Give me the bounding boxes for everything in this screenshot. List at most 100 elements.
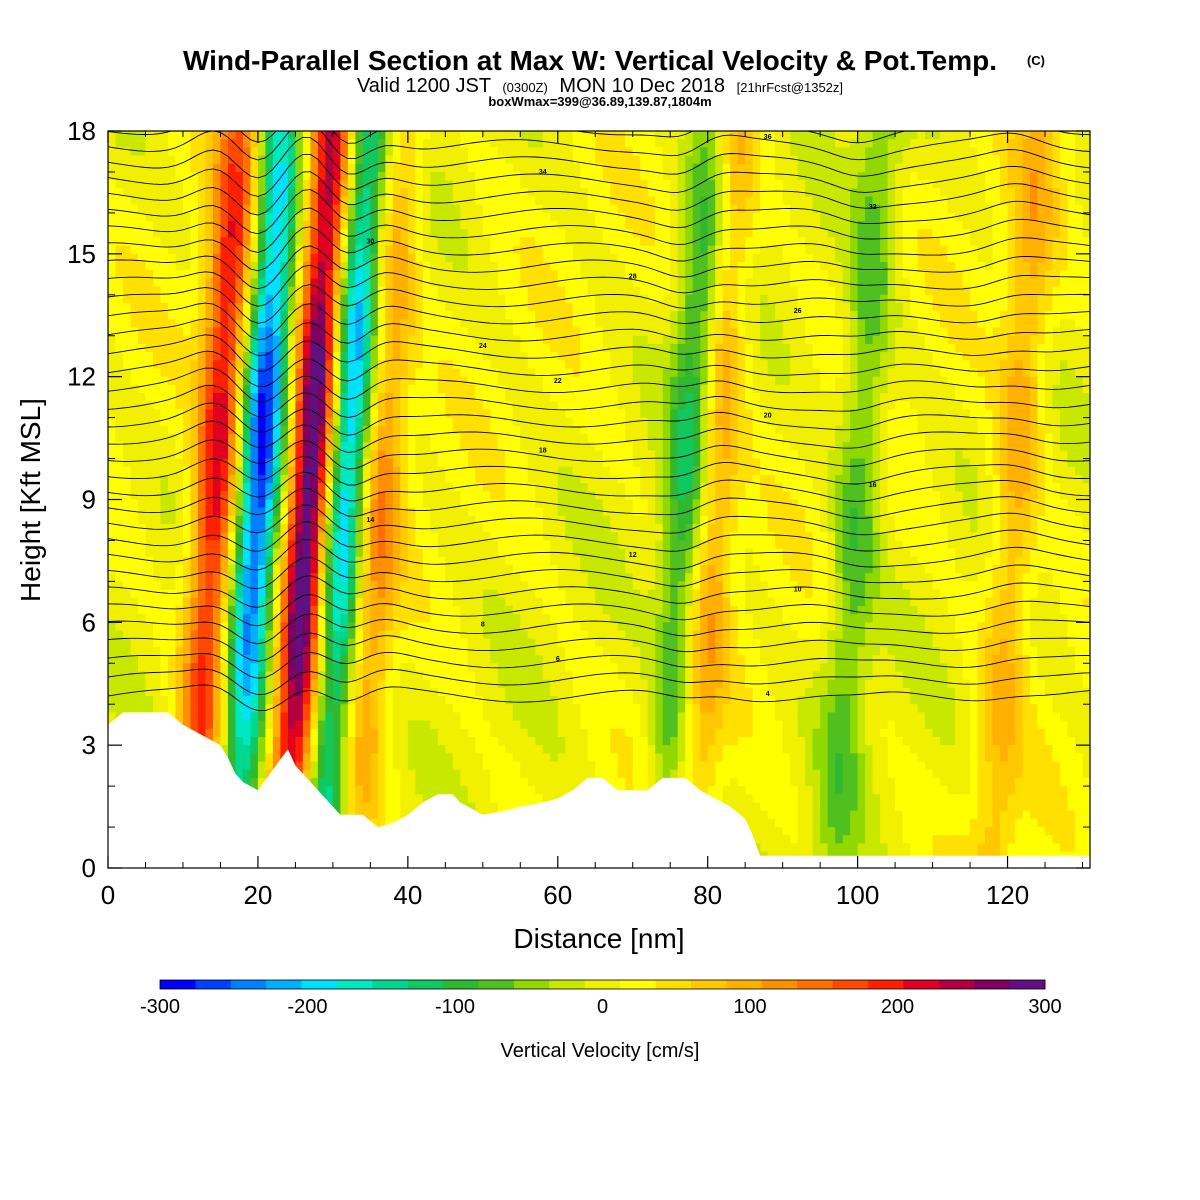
w-cell (257, 229, 267, 239)
w-cell (377, 327, 386, 337)
w-cell (737, 433, 746, 443)
w-cell (280, 139, 289, 148)
w-cell (602, 278, 611, 288)
w-cell (325, 294, 334, 304)
w-cell (932, 352, 941, 361)
w-cell (302, 433, 311, 443)
w-cell (730, 327, 739, 337)
w-cell (160, 368, 169, 378)
w-cell (917, 262, 926, 271)
w-cell (812, 278, 821, 288)
w-cell (520, 229, 529, 239)
w-cell (377, 155, 386, 165)
w-cell (700, 319, 709, 329)
w-cell (587, 376, 596, 386)
w-cell (137, 311, 147, 320)
w-cell (415, 270, 424, 279)
w-cell (122, 425, 132, 435)
w-cell (865, 253, 874, 263)
w-cell (985, 286, 994, 296)
w-cell (1007, 368, 1016, 378)
w-cell (1030, 286, 1039, 296)
w-cell (122, 245, 132, 255)
w-cell (235, 393, 244, 402)
w-cell (595, 237, 604, 247)
w-cell (280, 171, 289, 181)
w-cell (820, 368, 829, 378)
w-cell (437, 319, 446, 329)
w-cell (235, 384, 244, 394)
w-cell (287, 188, 297, 198)
w-cell (227, 188, 237, 198)
w-cell (677, 180, 686, 189)
w-cell (850, 270, 859, 279)
w-cell (722, 343, 731, 353)
w-cell (602, 384, 611, 394)
w-cell (400, 417, 409, 427)
w-cell (340, 286, 349, 296)
w-cell (347, 131, 356, 140)
w-cell (707, 262, 716, 271)
w-cell (272, 425, 282, 435)
w-cell (220, 311, 229, 320)
w-cell (340, 262, 349, 271)
w-cell (242, 311, 252, 320)
w-cell (925, 433, 934, 443)
w-cell (677, 327, 686, 337)
w-cell (962, 401, 971, 411)
w-cell (512, 278, 521, 288)
w-cell (152, 401, 162, 411)
w-cell (295, 171, 304, 181)
w-cell (767, 139, 776, 148)
w-cell (272, 294, 282, 304)
w-cell (467, 237, 476, 247)
w-cell (565, 384, 574, 394)
w-cell (557, 139, 566, 148)
w-cell (550, 270, 559, 279)
w-cell (1037, 376, 1046, 386)
w-cell (197, 302, 207, 312)
w-cell (265, 302, 274, 312)
w-cell (482, 335, 491, 345)
w-cell (407, 311, 416, 320)
w-cell (782, 139, 791, 148)
w-cell (970, 131, 979, 140)
w-cell (610, 196, 619, 206)
w-cell (370, 393, 379, 402)
w-cell (880, 425, 889, 435)
w-cell (520, 253, 529, 263)
w-cell (482, 163, 491, 173)
w-cell (108, 335, 117, 345)
w-cell (392, 196, 401, 206)
w-cell (685, 409, 694, 419)
w-cell (265, 212, 274, 222)
w-cell (242, 278, 252, 288)
w-cell (445, 270, 454, 279)
w-cell (865, 237, 874, 247)
w-cell (880, 302, 889, 312)
w-cell (302, 139, 311, 148)
w-cell (115, 212, 124, 222)
w-cell (242, 409, 252, 419)
w-cell (265, 335, 274, 345)
w-cell (1030, 131, 1039, 140)
w-cell (985, 368, 994, 378)
w-cell (655, 155, 664, 165)
w-cell (797, 139, 806, 148)
w-cell (797, 368, 806, 378)
w-cell (527, 393, 536, 402)
w-cell (685, 253, 694, 263)
w-cell (445, 171, 454, 181)
w-cell (797, 147, 806, 157)
w-cell (347, 270, 356, 279)
w-cell (220, 360, 229, 370)
w-cell (677, 253, 686, 263)
w-cell (452, 253, 461, 263)
w-cell (1000, 171, 1009, 181)
w-cell (632, 180, 641, 189)
w-cell (745, 286, 754, 296)
w-cell (1067, 335, 1076, 345)
w-cell (422, 147, 431, 157)
w-cell (130, 335, 139, 345)
w-cell (385, 171, 394, 181)
